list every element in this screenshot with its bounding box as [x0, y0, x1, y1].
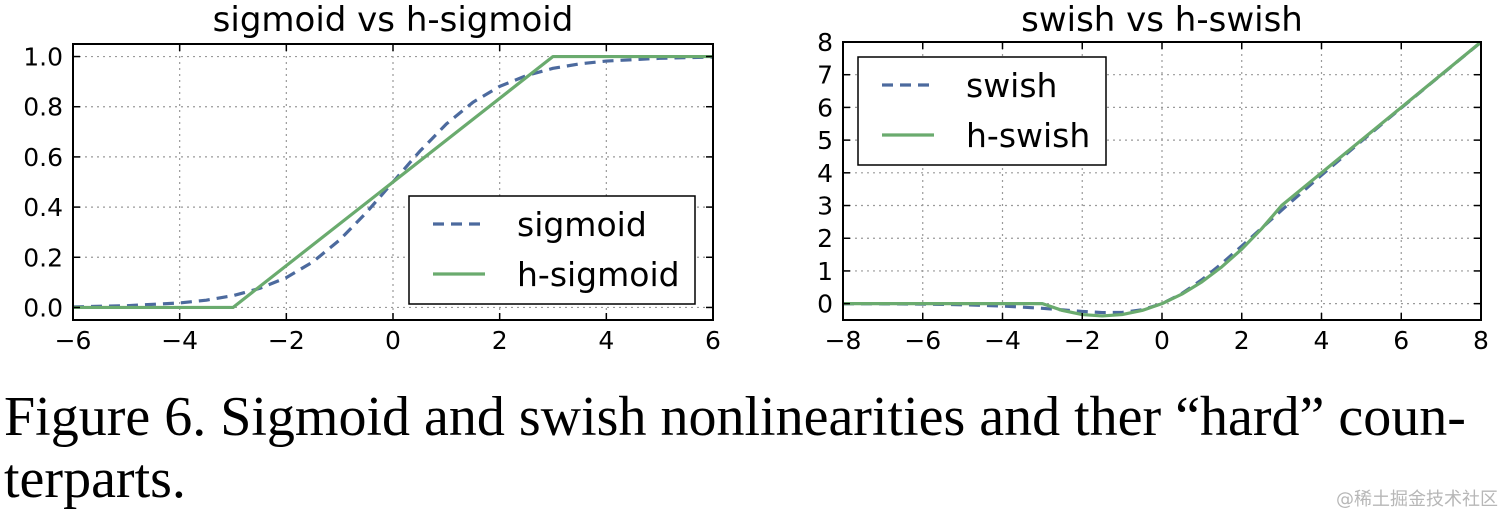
x-tick-label: 0	[385, 326, 401, 355]
x-tick-label: −8	[825, 326, 862, 355]
y-tick-label: 7	[817, 61, 833, 90]
x-tick-label: 6	[1393, 326, 1409, 355]
legend-box	[408, 195, 696, 305]
y-tick-label: 0.2	[23, 243, 63, 272]
y-tick-label: 5	[817, 126, 833, 155]
x-tick-label: 0	[1154, 326, 1170, 355]
x-tick-label: −2	[1064, 326, 1101, 355]
x-tick-label: 4	[1314, 326, 1330, 355]
x-tick-label: 4	[598, 326, 614, 355]
legend-box	[857, 56, 1107, 166]
x-tick-label: 2	[1234, 326, 1250, 355]
y-tick-label: 6	[817, 93, 833, 122]
legend-label-sigmoid: sigmoid	[517, 205, 647, 244]
y-tick-label: 0.4	[23, 193, 63, 222]
chart-title: swish vs h-swish	[1021, 0, 1303, 40]
y-tick-label: 0.0	[23, 293, 63, 322]
sigmoid-chart: sigmoid vs h-sigmoid −6 −4 −2 0 2 4 6 0.0 0.2 0.4 0…	[23, 0, 721, 355]
x-tick-label: −4	[984, 326, 1021, 355]
series-line-h-sigmoid	[73, 54, 713, 310]
y-tick-label: 0.6	[23, 143, 63, 172]
series-line-h-swish	[843, 42, 1481, 318]
figure-caption: Figure 6. Sigmoid and swish nonlineariti…	[4, 386, 1504, 510]
y-tick-label: 0	[817, 290, 833, 319]
x-tick-label: −2	[268, 326, 305, 355]
legend-label-h-swish: h-swish	[966, 116, 1090, 155]
caption-line-1: Figure 6. Sigmoid and swish nonlineariti…	[4, 386, 1466, 448]
legend: sigmoid h-sigmoid	[408, 195, 696, 305]
legend-label-swish: swish	[966, 66, 1057, 105]
caption-line-2: terparts.	[4, 448, 186, 510]
swish-chart: swish vs h-swish −8 −6 −4 −2 0 2 4 6 8 0 1 2 3 4 5 6 7 8 sw…	[817, 0, 1489, 355]
y-tick-label: 1	[817, 257, 833, 286]
legend: swish h-swish	[857, 56, 1107, 166]
x-tick-label: 6	[705, 326, 721, 355]
x-tick-label: −6	[904, 326, 941, 355]
y-tick-label: 2	[817, 224, 833, 253]
y-tick-label: 4	[817, 159, 833, 188]
x-tick-label: 2	[492, 326, 508, 355]
y-tick-label: 3	[817, 192, 833, 221]
y-tick-label: 0.8	[23, 93, 63, 122]
x-tick-label: −6	[55, 326, 92, 355]
legend-label-h-sigmoid: h-sigmoid	[517, 255, 680, 294]
y-tick-label: 8	[817, 28, 833, 57]
y-tick-label: 1.0	[23, 43, 63, 72]
watermark: @稀土掘金技术社区	[1336, 489, 1498, 510]
chart-title: sigmoid vs h-sigmoid	[213, 0, 574, 40]
x-tick-label: 8	[1473, 326, 1489, 355]
x-tick-label: −4	[161, 326, 198, 355]
